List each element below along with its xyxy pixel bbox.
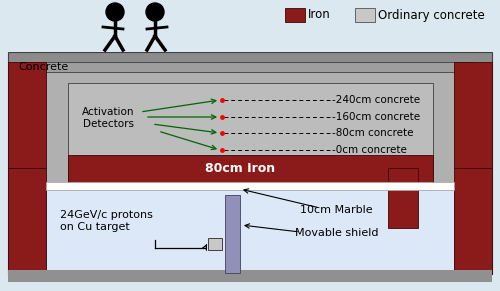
Text: Movable shield: Movable shield: [295, 228, 378, 238]
Text: 80cm Iron: 80cm Iron: [205, 162, 275, 175]
Bar: [388, 168, 418, 228]
Bar: [8, 52, 492, 274]
Text: -0cm concrete: -0cm concrete: [332, 145, 407, 155]
Bar: [8, 270, 492, 282]
Text: Iron: Iron: [308, 8, 331, 22]
Bar: [285, 8, 305, 22]
Bar: [454, 168, 492, 274]
Text: -160cm concrete: -160cm concrete: [332, 112, 420, 122]
Text: -240cm concrete: -240cm concrete: [332, 95, 420, 105]
Bar: [46, 182, 454, 190]
Bar: [208, 238, 222, 250]
Text: Activation
Detectors: Activation Detectors: [82, 107, 134, 129]
Text: 10cm Marble: 10cm Marble: [300, 205, 372, 215]
Bar: [45, 72, 455, 212]
Bar: [46, 190, 454, 270]
Circle shape: [106, 3, 124, 21]
Text: -80cm concrete: -80cm concrete: [332, 128, 413, 138]
Text: Concrete: Concrete: [18, 62, 68, 72]
Bar: [25, 62, 475, 237]
Text: Ordinary concrete: Ordinary concrete: [378, 8, 485, 22]
Bar: [68, 83, 433, 188]
Bar: [68, 155, 433, 183]
Bar: [8, 62, 46, 168]
Text: 24GeV/c protons
on Cu target: 24GeV/c protons on Cu target: [60, 210, 153, 233]
Bar: [225, 195, 240, 273]
Bar: [454, 62, 492, 168]
Bar: [355, 8, 375, 22]
Circle shape: [146, 3, 164, 21]
Bar: [0, 0, 500, 52]
Bar: [8, 168, 46, 274]
